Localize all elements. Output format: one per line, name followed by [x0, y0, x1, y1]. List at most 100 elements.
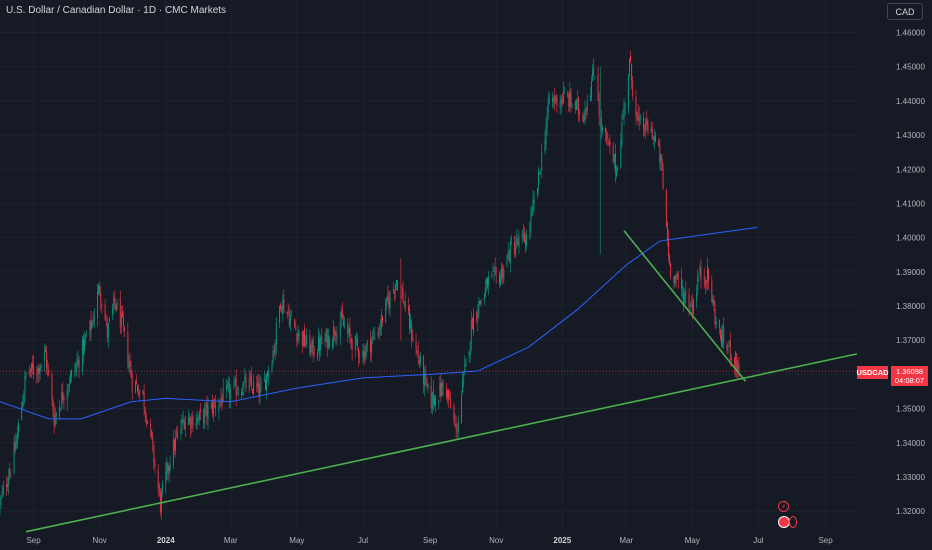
candle-body	[228, 383, 230, 386]
price-axis[interactable]: 1.320001.330001.340001.350001.360001.370…	[896, 28, 925, 516]
candle	[510, 234, 512, 246]
candle-body	[522, 231, 524, 234]
candle	[478, 296, 480, 318]
candle	[486, 277, 487, 293]
time-tick-label: Nov	[489, 536, 503, 545]
candle-body	[53, 413, 55, 427]
candle-body	[408, 306, 409, 311]
candle-body	[68, 384, 70, 387]
candle	[183, 417, 185, 431]
candle	[483, 292, 485, 306]
candle-body	[470, 320, 472, 344]
candle-body	[142, 390, 144, 394]
candle	[227, 381, 228, 390]
currency-button[interactable]: CAD	[887, 3, 923, 20]
candle-body	[244, 376, 246, 380]
candle	[267, 370, 269, 382]
lightning-icon[interactable]: ⚡	[778, 501, 789, 512]
candle-body	[737, 363, 739, 372]
candle	[45, 345, 46, 353]
candle	[507, 242, 509, 261]
candle-body	[86, 335, 88, 337]
time-axis[interactable]: Sep Nov 2024 Mar May Jul Sep Nov 2025 Mar May Jul Se…	[26, 536, 833, 545]
candle	[191, 412, 193, 435]
candle	[271, 359, 273, 375]
candle	[470, 311, 472, 352]
candle-body	[630, 56, 632, 63]
candle-body	[608, 141, 610, 146]
candle	[616, 164, 617, 179]
candle	[598, 92, 600, 127]
candle	[89, 320, 91, 341]
candle-body	[295, 329, 297, 331]
candle-body	[736, 353, 738, 371]
candle	[638, 106, 640, 130]
candle-body	[575, 99, 577, 111]
candle	[539, 171, 541, 176]
candle	[592, 64, 594, 82]
candle	[340, 306, 342, 328]
events-count-icon[interactable]	[789, 516, 797, 528]
candle	[690, 295, 692, 307]
trendlines[interactable]	[25, 230, 858, 533]
candle-body	[237, 392, 239, 394]
candle-body	[683, 292, 685, 304]
candle	[134, 380, 136, 394]
candle	[632, 75, 634, 100]
candle	[24, 370, 26, 403]
candle-body	[196, 416, 198, 425]
candle	[487, 276, 488, 290]
candle	[273, 344, 275, 358]
candle-body	[204, 408, 206, 425]
candle	[681, 267, 682, 297]
candle	[516, 229, 518, 250]
candle	[707, 257, 708, 291]
candle-body	[487, 278, 488, 289]
candle	[727, 345, 729, 354]
candle-body	[646, 120, 648, 125]
candle	[721, 325, 723, 348]
candle-body	[128, 364, 130, 368]
candle-body	[688, 294, 690, 308]
candle	[371, 337, 373, 363]
candle	[401, 284, 403, 299]
candle-body	[682, 289, 684, 291]
candle-body	[726, 343, 728, 351]
candle	[66, 383, 68, 412]
trendline[interactable]	[623, 230, 747, 382]
candle	[650, 121, 652, 134]
candle-body	[556, 96, 558, 106]
time-tick-label: Sep	[818, 536, 833, 545]
candle-body	[461, 395, 462, 424]
candle	[154, 458, 156, 474]
candle-body	[351, 340, 353, 351]
candle	[63, 393, 65, 410]
candle	[494, 257, 496, 277]
candle	[364, 345, 366, 363]
candle-body	[198, 411, 200, 420]
price-tick-label: 1.39000	[896, 268, 925, 277]
candle-body	[416, 350, 418, 353]
candle-body	[574, 101, 576, 109]
candle	[76, 353, 78, 377]
candle	[545, 118, 547, 150]
candle-body	[696, 292, 698, 302]
candle-body	[267, 372, 269, 376]
candle	[318, 327, 319, 355]
trendline[interactable]	[25, 353, 858, 533]
candle	[636, 111, 638, 121]
candle-body	[218, 405, 220, 412]
candle	[645, 117, 647, 140]
candle	[562, 81, 564, 104]
candle-body	[400, 286, 402, 288]
candle	[547, 91, 549, 120]
candle-body	[159, 491, 161, 512]
time-tick-label: May	[289, 536, 304, 545]
candle	[236, 385, 238, 396]
candle-body	[708, 268, 710, 281]
candle-body	[592, 70, 594, 82]
candle	[250, 366, 252, 390]
candle-body	[245, 376, 247, 388]
candle	[416, 346, 418, 355]
